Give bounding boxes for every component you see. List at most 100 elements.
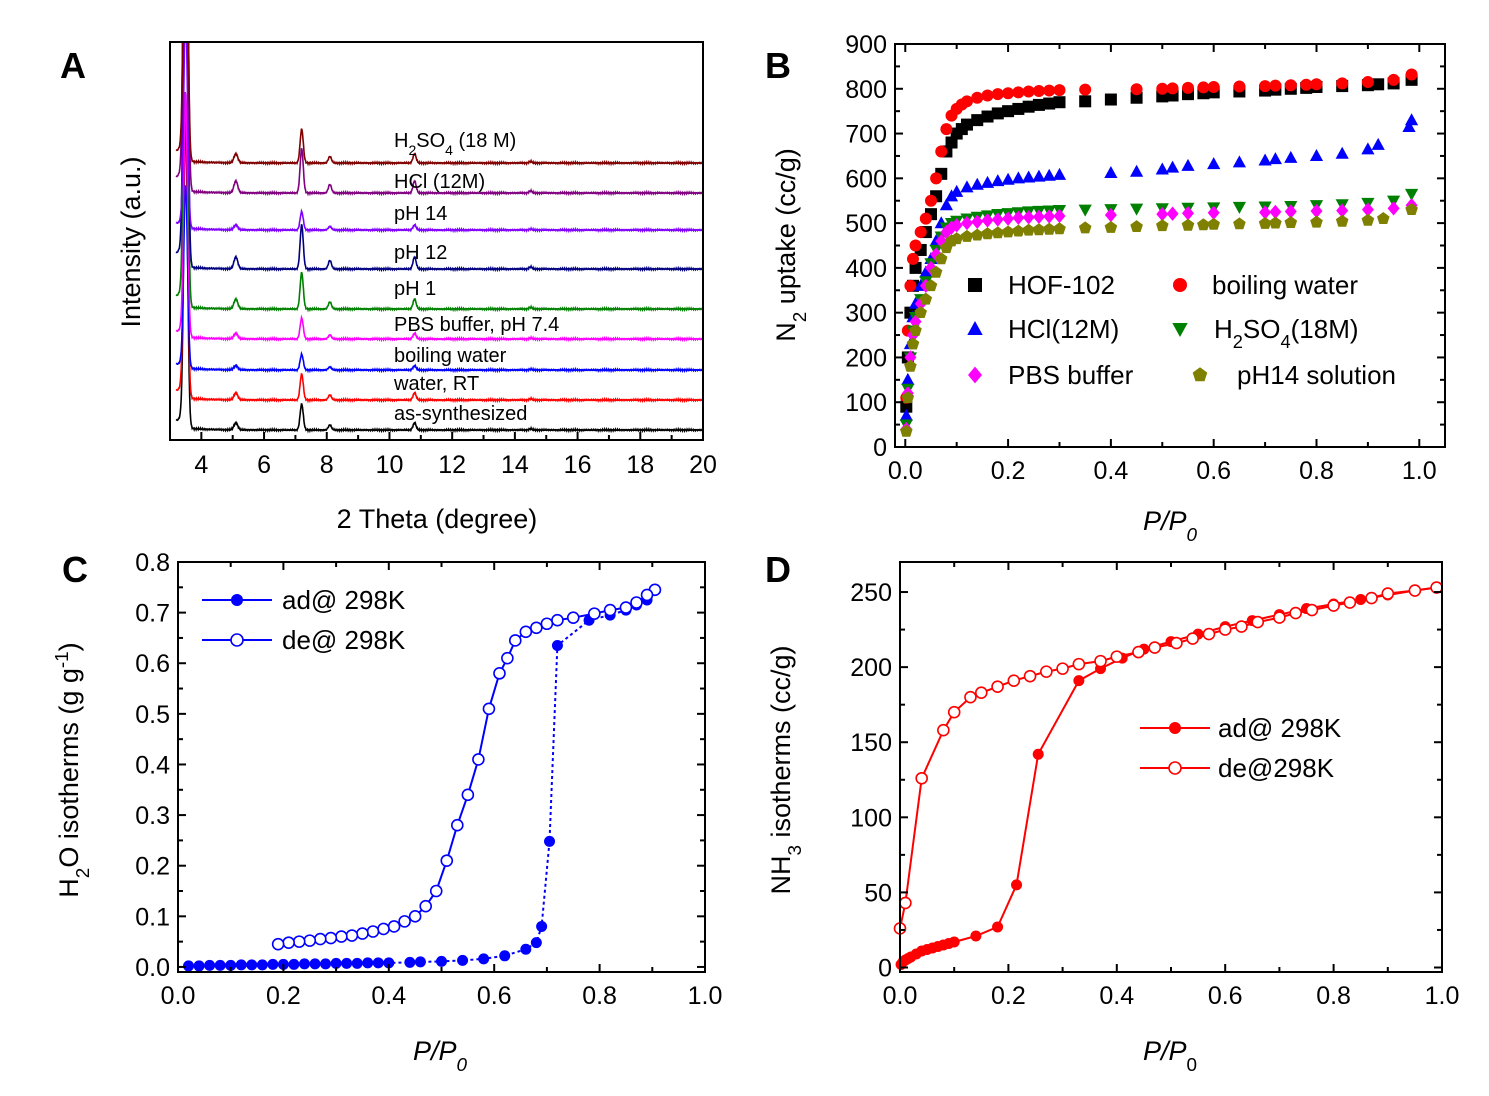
nh3-point-1 [1132,645,1145,659]
xrd-trace-7 [175,42,703,197]
n2-point-1 [906,252,919,265]
n2-point-1 [1032,85,1045,98]
h2o-point-0 [204,959,216,971]
n2-point-3 [1129,203,1144,216]
n2-point-4 [1053,208,1066,224]
h2o-point-0 [404,956,416,968]
n2-point-4 [1181,206,1194,221]
n2-point-1 [1130,83,1143,96]
n2-point-5 [981,227,994,240]
panel-d-ytick-label: 100 [850,804,892,832]
n2-point-1 [1043,84,1056,97]
legend-label: ad@ 298K [282,585,406,615]
xrd-series-label: HCl (12M) [394,171,485,193]
panel-c-h2o-isotherm-chart: 0.0 0.2 0.4 0.6 0.8 1.0 0.0 0.1 0.2 0.3 0.4 0.5 0.6 0… [52,549,723,1076]
n2-point-4 [1310,203,1323,219]
nh3-point-1 [1381,587,1395,600]
xrd-series-label: pH 14 [394,203,447,225]
panel-b-ytick-label: 500 [845,210,887,238]
xrd-series-label: pH 1 [394,278,436,300]
nh3-point-1 [1110,650,1124,663]
panel-c-ytick-label: 0.2 [135,853,170,881]
legend-label: pH14 solution [1237,360,1396,390]
h2o-point-0 [383,957,395,969]
n2-point-5 [991,226,1005,239]
h2o-point-1 [519,625,533,639]
n2-point-4 [1269,204,1282,220]
h2o-point-0 [551,640,563,652]
nh3-point-1 [1202,627,1216,641]
legend-marker-1 [1168,761,1182,775]
n2-point-5 [909,324,922,336]
panel-b-n2-isotherm-chart: 0.0 0.2 0.4 0.6 0.8 1.0 0 100 200 300 400 500 600 700… [771,31,1446,546]
panel-b-ytick-label: 100 [845,389,887,417]
n2-point-2 [1042,168,1056,181]
n2-point-5 [960,229,974,242]
panel-letter-c: C [62,549,88,590]
n2-point-0 [1012,102,1025,115]
panel-b-ytick-label: 900 [845,31,887,59]
h2o-point-0 [362,957,374,969]
xrd-series-label: boiling water [394,345,507,367]
panel-d-xtick-label: 0.2 [991,982,1026,1010]
panel-c-plot-frame [177,561,706,973]
legend-label: ad@ 298K [1218,713,1342,743]
h2o-point-1 [313,932,327,946]
n2-point-2 [1032,169,1046,182]
h2o-point-1 [387,920,401,933]
h2o-point-1 [292,935,306,948]
n2-point-2 [1404,113,1419,126]
n2-point-2 [1129,164,1144,177]
panel-a-xtick-label: 16 [564,451,592,479]
panel-d-xtick-label: 0.0 [883,982,918,1010]
n2-point-2 [1052,167,1067,180]
n2-point-0 [1053,96,1066,109]
n2-point-4 [1043,209,1056,224]
n2-point-3 [1078,204,1092,217]
h2o-point-0 [256,959,268,971]
n2-point-1 [991,88,1004,101]
n2-point-5 [1181,218,1195,231]
panel-c-ytick-label: 0.7 [135,600,170,628]
panel-a-plot-frame [169,41,704,441]
panel-b-ytick-label: 200 [845,344,887,372]
n2-point-5 [1022,223,1035,236]
xrd-trace-3 [175,92,703,343]
h2o-point-0 [351,957,363,969]
n2-point-5 [935,252,948,265]
n2-point-2 [939,198,954,211]
nh3-point-0 [1355,594,1367,606]
nh3-point-1 [1186,632,1199,645]
n2-point-0 [1079,95,1092,108]
h2o-point-1 [303,934,317,947]
xrd-trace-5 [175,42,703,273]
panel-c-xlabel: P/P0 [413,1036,468,1076]
panel-a-xtick-label: 12 [438,451,466,479]
nh3-point-0 [1011,879,1023,891]
xrd-series-label: H2SO4 (18 M) [394,130,516,158]
n2-point-2 [1155,162,1169,175]
n2-point-2 [1011,171,1025,184]
panel-c-xtick-label: 0.6 [477,982,512,1010]
h2o-point-1 [408,910,422,923]
n2-point-4 [904,350,917,365]
h2o-point-0 [214,959,226,971]
n2-point-0 [1002,105,1015,118]
n2-point-2 [980,175,995,188]
panel-b-ytick-label: 700 [845,121,887,149]
panel-b-ylabel: N2 uptake (cc/g) [771,148,811,342]
n2-point-1 [1053,84,1066,97]
h2o-point-0 [246,959,258,971]
n2-point-1 [914,226,927,239]
nh3-point-1 [915,771,928,785]
n2-point-1 [904,279,917,292]
nh3-point-1 [1251,615,1265,629]
nh3-point-1 [964,690,977,704]
n2-point-1 [1197,81,1210,94]
panel-c-xtick-label: 0.8 [582,982,617,1010]
panel-letter-d: D [765,549,791,590]
n2-point-1 [919,212,932,225]
h2o-point-0 [330,957,342,969]
panel-d-xtick-label: 0.6 [1208,982,1243,1010]
nh3-point-1 [991,680,1004,693]
